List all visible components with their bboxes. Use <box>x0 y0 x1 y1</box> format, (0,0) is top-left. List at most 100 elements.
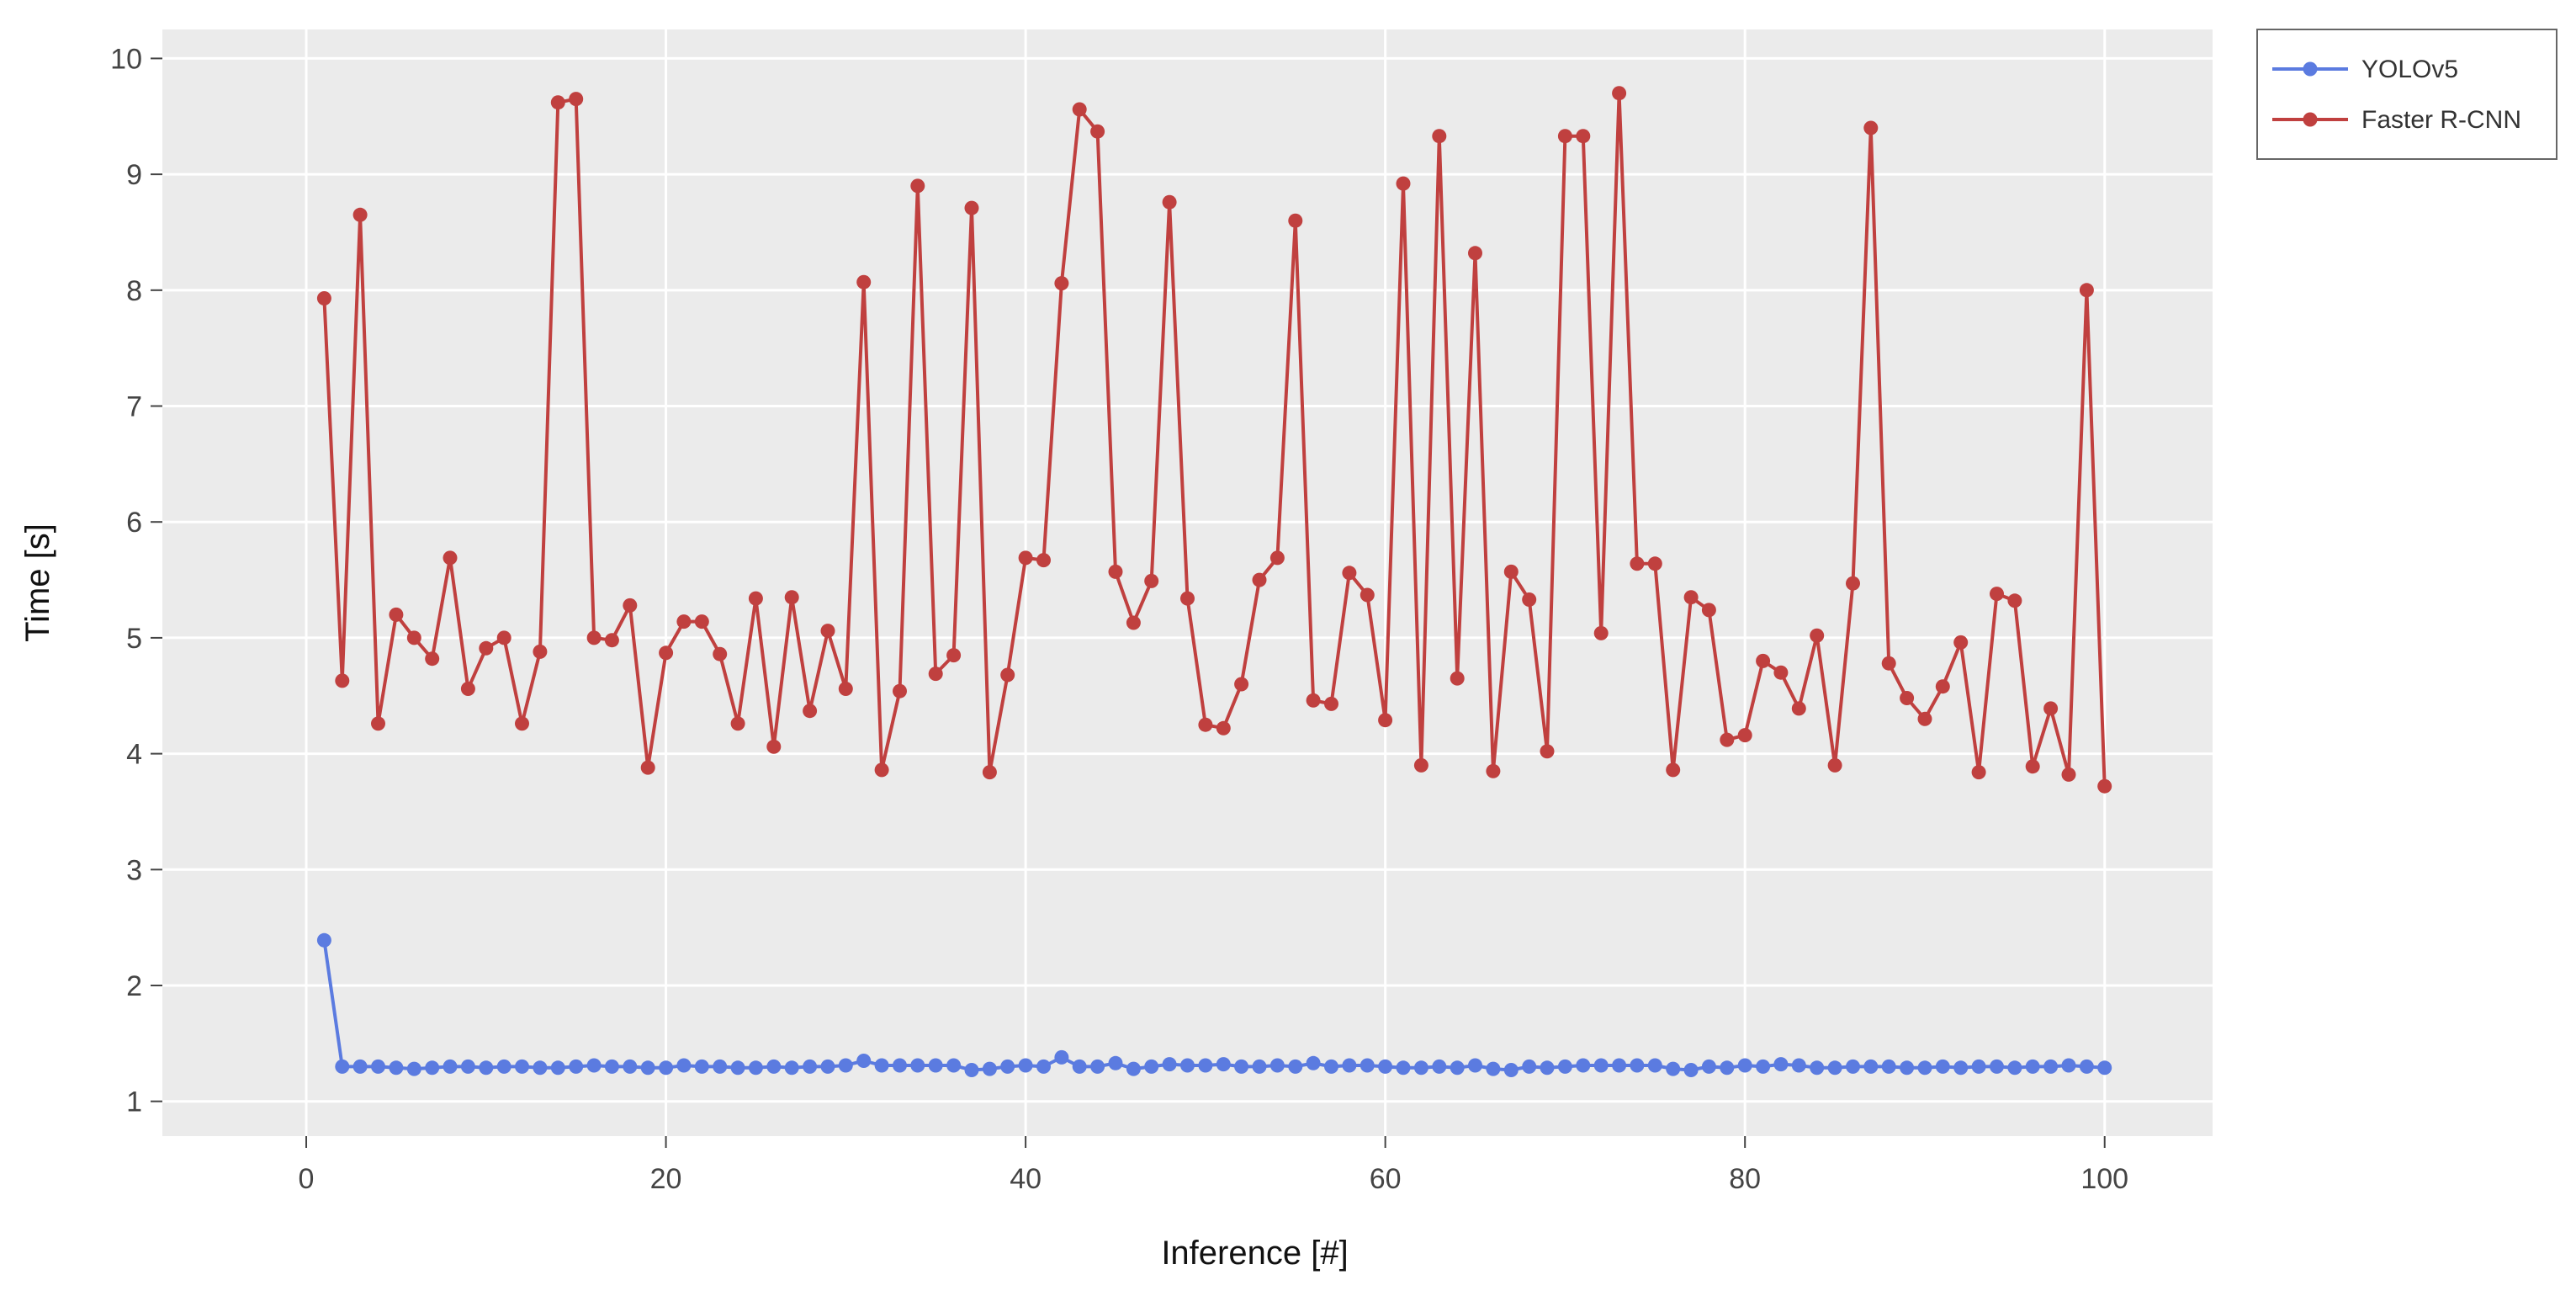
data-point-yolov5 <box>1557 1059 1572 1074</box>
data-point-yolov5 <box>443 1059 458 1074</box>
data-point-faster-r-cnn <box>479 640 494 656</box>
data-point-faster-r-cnn <box>533 644 548 659</box>
data-point-faster-r-cnn <box>713 646 728 661</box>
data-point-faster-r-cnn <box>1900 691 1915 705</box>
data-point-faster-r-cnn <box>964 200 979 215</box>
data-point-yolov5 <box>1342 1058 1357 1073</box>
data-point-faster-r-cnn <box>1269 550 1285 566</box>
data-point-faster-r-cnn <box>856 274 872 289</box>
data-point-yolov5 <box>1593 1058 1609 1073</box>
data-point-yolov5 <box>784 1060 799 1076</box>
data-point-yolov5 <box>389 1060 404 1076</box>
data-point-yolov5 <box>1846 1059 1860 1074</box>
x-tick-label: 20 <box>650 1163 682 1195</box>
data-point-yolov5 <box>676 1058 692 1073</box>
data-point-yolov5 <box>713 1059 728 1074</box>
x-tick-label: 60 <box>1370 1163 1402 1195</box>
legend-item-faster-r-cnn[interactable]: Faster R-CNN <box>2272 106 2521 134</box>
data-point-faster-r-cnn <box>1450 671 1465 686</box>
data-point-faster-r-cnn <box>1971 765 1986 780</box>
data-point-faster-r-cnn <box>838 682 853 696</box>
data-point-faster-r-cnn <box>1252 572 1267 587</box>
data-point-yolov5 <box>623 1059 638 1074</box>
data-point-yolov5 <box>1018 1058 1033 1073</box>
data-point-yolov5 <box>1953 1060 1969 1076</box>
data-point-yolov5 <box>371 1059 385 1074</box>
x-axis-label: Inference [#] <box>1161 1235 1348 1272</box>
data-point-faster-r-cnn <box>1180 591 1195 606</box>
data-point-yolov5 <box>1756 1059 1771 1074</box>
series-yolov5 <box>316 932 2112 1077</box>
y-tick-label: 7 <box>126 391 142 423</box>
legend-marker-faster-r-cnn <box>2303 112 2318 127</box>
data-point-faster-r-cnn <box>1881 656 1896 671</box>
data-point-yolov5 <box>910 1058 925 1073</box>
data-point-yolov5 <box>1612 1058 1627 1073</box>
data-point-yolov5 <box>1917 1060 1932 1076</box>
data-point-yolov5 <box>1522 1059 1537 1074</box>
data-point-faster-r-cnn <box>1198 717 1213 732</box>
x-tick-label: 40 <box>1010 1163 1042 1195</box>
data-point-faster-r-cnn <box>784 590 799 605</box>
data-point-faster-r-cnn <box>515 716 529 731</box>
data-point-faster-r-cnn <box>2097 778 2112 794</box>
data-point-yolov5 <box>1396 1060 1411 1076</box>
data-point-yolov5 <box>838 1058 853 1073</box>
data-point-yolov5 <box>1432 1059 1447 1074</box>
data-point-faster-r-cnn <box>352 207 368 222</box>
data-point-faster-r-cnn <box>1018 550 1033 566</box>
data-point-faster-r-cnn <box>1036 553 1051 568</box>
data-point-faster-r-cnn <box>604 633 619 648</box>
data-point-yolov5 <box>893 1058 907 1073</box>
data-point-faster-r-cnn <box>640 760 655 775</box>
series-layer <box>316 86 2112 1077</box>
data-point-faster-r-cnn <box>1306 693 1321 708</box>
data-point-yolov5 <box>2097 1060 2112 1076</box>
data-point-faster-r-cnn <box>910 178 925 194</box>
data-point-yolov5 <box>1108 1055 1123 1070</box>
data-point-faster-r-cnn <box>1072 102 1087 117</box>
data-point-faster-r-cnn <box>1540 744 1555 759</box>
series-faster-r-cnn <box>316 86 2112 794</box>
data-point-faster-r-cnn <box>928 667 943 682</box>
legend[interactable]: YOLOv5 Faster R-CNN <box>2256 29 2557 160</box>
data-point-faster-r-cnn <box>2025 759 2040 774</box>
legend-item-yolov5[interactable]: YOLOv5 <box>2272 56 2458 83</box>
y-tick-label: 10 <box>110 43 142 75</box>
data-point-faster-r-cnn <box>496 630 511 645</box>
data-point-faster-r-cnn <box>766 739 782 754</box>
data-point-faster-r-cnn <box>1935 679 1950 694</box>
data-point-faster-r-cnn <box>1503 564 1519 579</box>
data-point-faster-r-cnn <box>1810 628 1825 643</box>
data-point-faster-r-cnn <box>730 716 745 731</box>
y-tick-label: 9 <box>126 159 142 191</box>
data-point-faster-r-cnn <box>1701 603 1716 618</box>
data-point-yolov5 <box>1036 1059 1051 1074</box>
data-point-yolov5 <box>1935 1059 1950 1074</box>
y-tick-label: 3 <box>126 854 142 886</box>
data-point-faster-r-cnn <box>982 765 997 780</box>
data-point-yolov5 <box>2061 1058 2076 1073</box>
data-point-yolov5 <box>1269 1058 1285 1073</box>
data-point-faster-r-cnn <box>1756 653 1771 668</box>
series-line-yolov5 <box>322 940 2105 1072</box>
data-point-yolov5 <box>1540 1060 1555 1076</box>
y-tick-label: 5 <box>126 623 142 655</box>
data-point-yolov5 <box>1630 1058 1645 1073</box>
data-point-faster-r-cnn <box>371 716 385 731</box>
data-point-faster-r-cnn <box>1990 587 2004 602</box>
grid-lines <box>162 29 2213 1136</box>
x-axis-ticks: 0 20 40 60 80 100 <box>299 1136 2128 1195</box>
data-point-faster-r-cnn <box>1791 701 1806 716</box>
data-point-faster-r-cnn <box>550 95 565 110</box>
data-point-faster-r-cnn <box>1522 592 1537 607</box>
data-point-faster-r-cnn <box>335 673 350 688</box>
data-point-yolov5 <box>1378 1059 1393 1074</box>
data-point-faster-r-cnn <box>1683 590 1699 605</box>
data-point-yolov5 <box>2043 1059 2059 1074</box>
data-point-yolov5 <box>496 1059 511 1074</box>
data-point-faster-r-cnn <box>1953 635 1969 650</box>
data-point-faster-r-cnn <box>406 630 421 645</box>
data-point-yolov5 <box>1234 1059 1249 1074</box>
data-point-faster-r-cnn <box>1162 194 1177 210</box>
